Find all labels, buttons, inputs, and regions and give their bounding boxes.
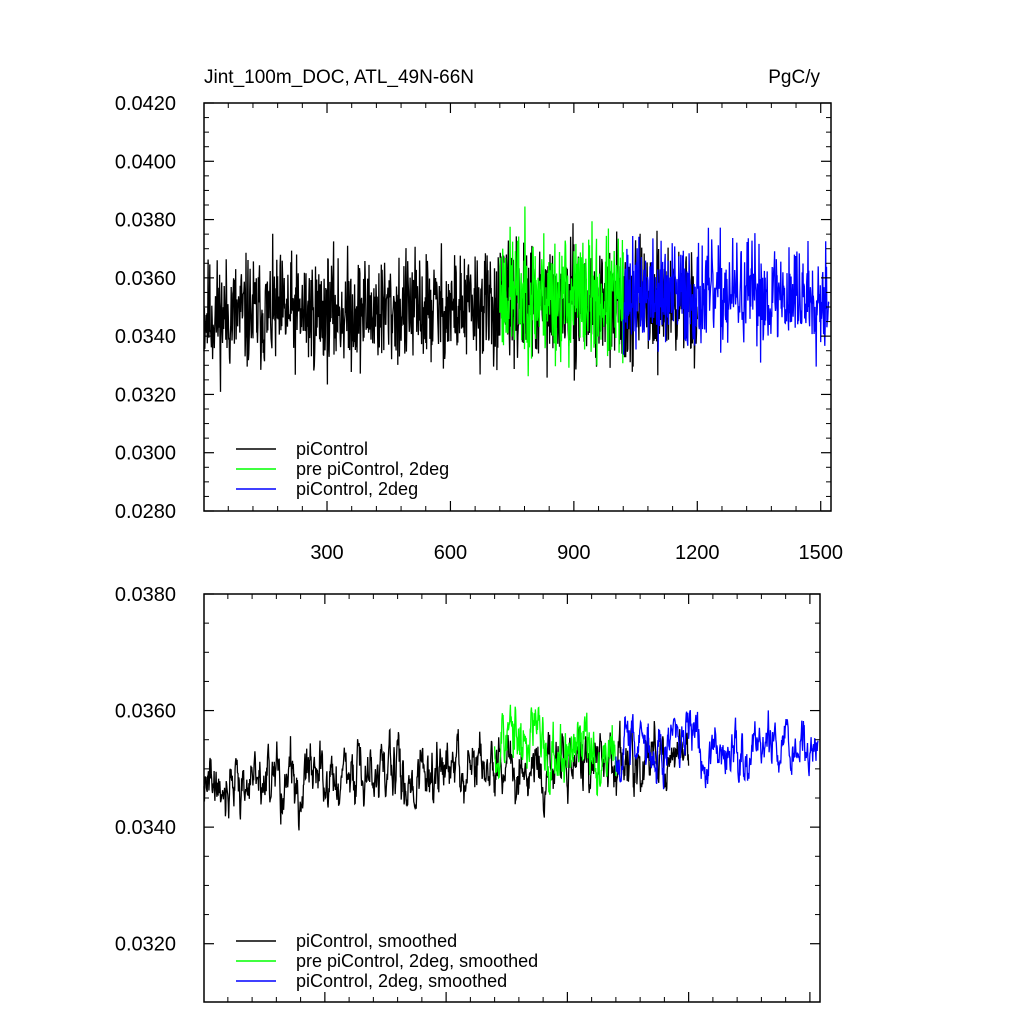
y-tick-label: 0.0320 <box>115 934 176 956</box>
legend-label: piControl, 2deg <box>296 479 418 499</box>
y-tick-label: 0.0380 <box>115 210 176 232</box>
y-tick-label: 0.0300 <box>115 443 176 465</box>
top-plot-frame <box>203 102 832 512</box>
y-tick-label: 0.0420 <box>115 93 176 115</box>
y-tick-label: 0.0360 <box>115 701 176 723</box>
bottom-axes: 0.0320 0.0340 0.0360 0.0380 <box>115 584 820 1002</box>
series-line <box>203 720 690 831</box>
top-series-group <box>203 206 830 392</box>
y-tick-label: 0.0360 <box>115 268 176 290</box>
series-line <box>615 710 819 790</box>
legend-label: pre piControl, 2deg <box>296 459 449 479</box>
units-label: PgC/y <box>768 67 820 88</box>
series-line <box>499 206 624 377</box>
series-line <box>493 704 617 797</box>
x-tick-label: 1200 <box>675 542 720 564</box>
y-tick-label: 0.0320 <box>115 384 176 406</box>
bottom-panel: 0.0320 0.0340 0.0360 0.0380 piControl, smoo… <box>115 584 821 1003</box>
y-tick-label: 0.0340 <box>115 326 176 348</box>
legend-label: pre piControl, 2deg, smoothed <box>296 951 538 971</box>
legend-label: piControl, 2deg, smoothed <box>296 971 507 991</box>
top-axes: 0.0280 0.0300 0.0320 0.0340 0.0360 0.0380 0.04… <box>115 93 843 564</box>
x-tick-label: 600 <box>434 542 467 564</box>
series-line <box>622 227 830 367</box>
chart-title: Jint_100m_DOC, ATL_49N-66N <box>204 67 474 88</box>
y-tick-label: 0.0380 <box>115 584 176 606</box>
x-tick-label: 900 <box>557 542 590 564</box>
bottom-series-group <box>203 704 819 831</box>
x-tick-label: 300 <box>310 542 343 564</box>
top-panel: Jint_100m_DOC, ATL_49N-66N PgC/y 0.02800… <box>115 67 843 564</box>
y-tick-label: 0.0340 <box>115 817 176 839</box>
legend-label: piControl, smoothed <box>296 931 457 951</box>
x-tick-label: 1500 <box>798 542 843 564</box>
legend-label: piControl <box>296 439 368 459</box>
y-tick-label: 0.0280 <box>115 501 176 523</box>
bottom-plot-frame <box>203 593 821 1003</box>
y-tick-label: 0.0400 <box>115 151 176 173</box>
